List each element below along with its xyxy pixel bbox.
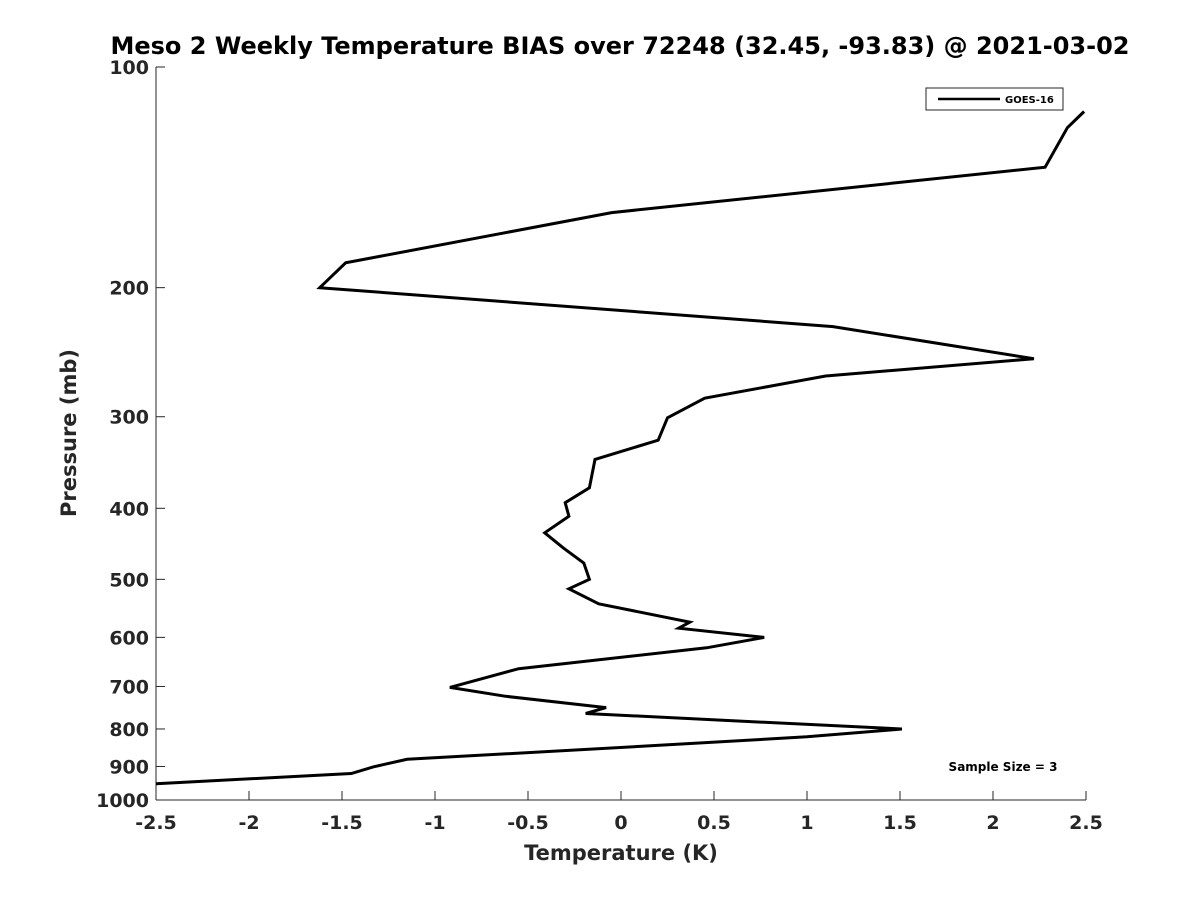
y-tick-label: 600 bbox=[109, 627, 149, 649]
y-axis-label: Pressure (mb) bbox=[57, 349, 81, 517]
y-axis: 100 200 300 400 500 600 700 800 900 1000 bbox=[96, 57, 165, 812]
y-tick-label: 200 bbox=[109, 278, 149, 300]
chart-title: Meso 2 Weekly Temperature BIAS over 7224… bbox=[110, 32, 1129, 60]
plot-area bbox=[156, 67, 1086, 800]
series-line-goes-16 bbox=[155, 110, 1086, 786]
x-tick-label: 0.5 bbox=[697, 812, 731, 834]
x-tick-label: -0.5 bbox=[507, 812, 549, 834]
x-tick-label: -2.5 bbox=[135, 812, 177, 834]
y-tick-label: 400 bbox=[109, 498, 149, 520]
x-tick-label: 1 bbox=[800, 812, 813, 834]
x-tick-label: 2 bbox=[986, 812, 999, 834]
x-axis-label: Temperature (K) bbox=[524, 841, 718, 865]
x-tick-label: 2.5 bbox=[1069, 812, 1103, 834]
x-tick-label: 1.5 bbox=[883, 812, 917, 834]
sample-size-annotation: Sample Size = 3 bbox=[949, 760, 1058, 774]
legend-label-goes-16: GOES-16 bbox=[1005, 95, 1054, 106]
x-tick-label: -2 bbox=[238, 812, 259, 834]
y-tick-label: 800 bbox=[109, 719, 149, 741]
y-tick-label: 300 bbox=[109, 407, 149, 429]
y-tick-label: 1000 bbox=[96, 790, 149, 812]
series-layer bbox=[155, 110, 1086, 786]
y-tick-label: 500 bbox=[109, 569, 149, 591]
y-tick-label: 700 bbox=[109, 676, 149, 698]
legend: GOES-16 bbox=[925, 87, 1064, 111]
y-tick-label: 100 bbox=[109, 57, 149, 79]
y-tick-label: 900 bbox=[109, 756, 149, 778]
x-tick-label: 0 bbox=[614, 812, 627, 834]
x-tick-label: -1.5 bbox=[321, 812, 363, 834]
x-axis: -2.5 -2 -1.5 -1 -0.5 0 0.5 1 1.5 2 2.5 bbox=[135, 791, 1103, 834]
x-tick-label: -1 bbox=[424, 812, 445, 834]
